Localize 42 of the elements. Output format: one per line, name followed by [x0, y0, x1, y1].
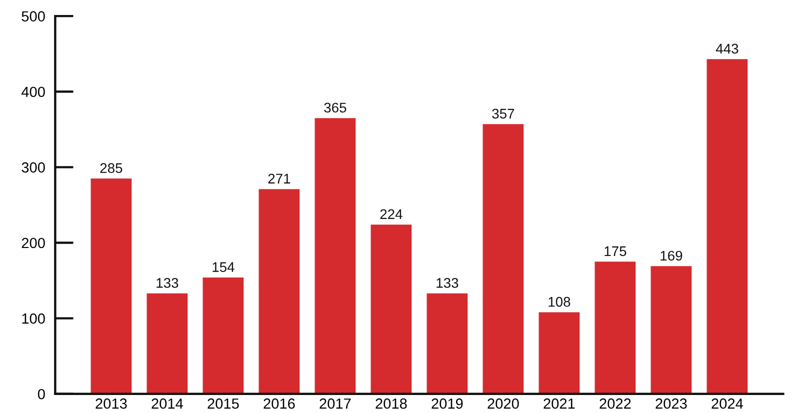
y-tick-label: 500 — [22, 11, 45, 22]
data-label: 443 — [716, 44, 738, 54]
y-tick-label: 100 — [22, 313, 45, 324]
x-tick-label: 2014 — [152, 398, 183, 409]
bar — [426, 293, 468, 394]
x-tick-label: 2013 — [96, 398, 127, 409]
data-label: 357 — [492, 108, 514, 119]
bar — [258, 189, 300, 394]
data-label: 169 — [660, 250, 682, 261]
bar — [146, 293, 188, 394]
x-tick-label: 2024 — [712, 398, 743, 409]
x-tick-label: 2015 — [208, 398, 239, 409]
data-label: 133 — [156, 278, 178, 288]
y-tick-label: 400 — [21, 86, 45, 98]
x-tick-label: 2016 — [264, 398, 295, 409]
data-label: 154 — [212, 262, 234, 272]
x-tick-label: 2018 — [376, 398, 407, 409]
bar — [594, 262, 636, 394]
x-tick-label: 2019 — [432, 398, 463, 409]
bar — [650, 266, 692, 394]
y-tick-label: 0 — [38, 388, 45, 400]
x-tick-label: 2021 — [544, 398, 575, 409]
bar — [538, 312, 580, 394]
data-label: 285 — [100, 163, 122, 173]
bar — [314, 118, 356, 394]
bar — [706, 59, 748, 394]
x-tick-label: 2023 — [656, 398, 687, 409]
bar — [482, 124, 524, 394]
bar — [202, 278, 244, 394]
data-label: 175 — [604, 246, 626, 256]
x-tick-label: 2017 — [320, 398, 351, 409]
bar — [370, 224, 412, 394]
data-label: 108 — [548, 296, 570, 307]
x-tick-label: 2020 — [488, 398, 519, 409]
data-label: 133 — [436, 278, 458, 288]
data-label: 365 — [324, 102, 346, 113]
bar — [90, 178, 132, 394]
y-tick-label: 200 — [22, 238, 45, 248]
data-label: 271 — [268, 174, 290, 184]
x-tick-label: 2022 — [600, 398, 631, 409]
data-label: 224 — [380, 209, 402, 219]
y-tick-label: 300 — [22, 162, 45, 173]
